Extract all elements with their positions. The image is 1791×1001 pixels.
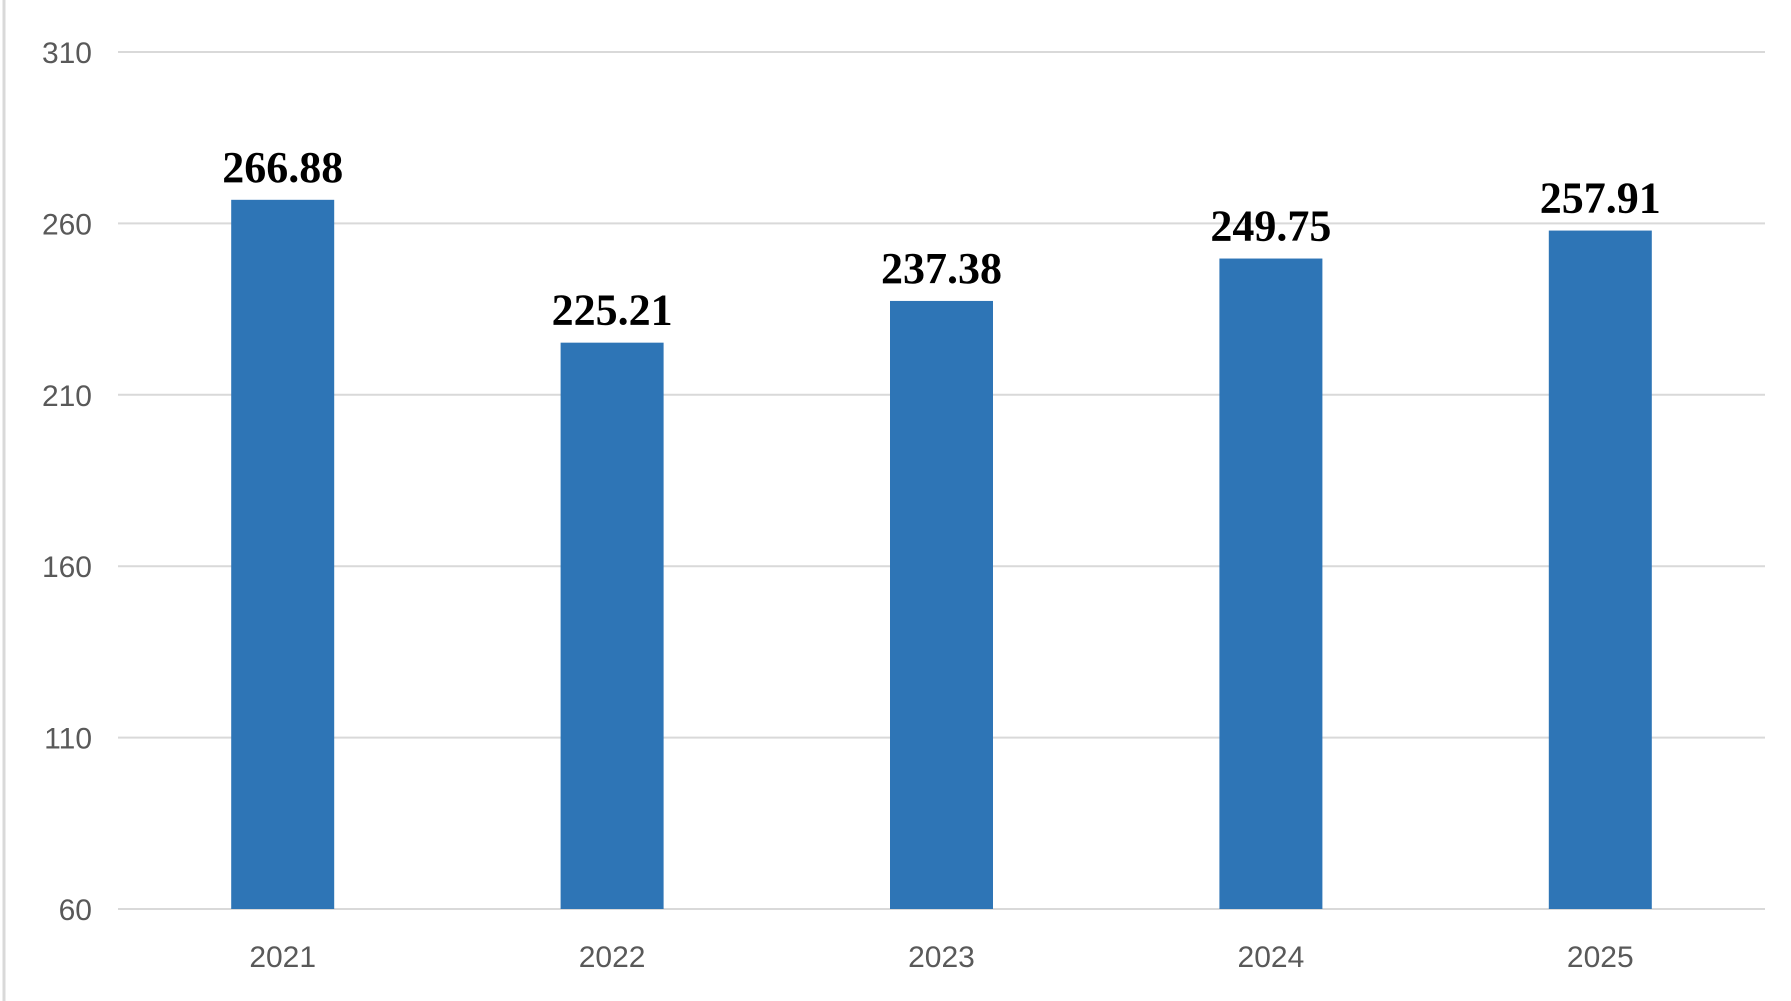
data-label-2021: 266.88 xyxy=(222,143,343,192)
y-tick-label: 210 xyxy=(42,380,92,413)
y-tick-label: 310 xyxy=(42,37,92,70)
y-tick-label: 110 xyxy=(44,723,92,756)
bar-2024 xyxy=(1219,258,1323,909)
bar-2022 xyxy=(560,342,664,909)
y-axis-ticks: 60 110 160 210 260 310 xyxy=(42,37,92,927)
bar-2025 xyxy=(1548,230,1652,909)
y-tick-label: 60 xyxy=(59,894,92,927)
data-label-2023: 237.38 xyxy=(881,244,1002,293)
x-tick-label: 2025 xyxy=(1567,941,1634,974)
y-tick-label: 160 xyxy=(42,551,92,584)
data-labels: 266.88 225.21 237.38 249.75 257.91 xyxy=(222,143,1661,335)
bars xyxy=(231,199,1652,909)
bar-2023 xyxy=(890,300,993,909)
bar-2021 xyxy=(231,199,335,909)
x-axis-ticks: 2021 2022 2023 2024 2025 xyxy=(249,941,1633,974)
y-tick-label: 260 xyxy=(42,208,92,241)
data-label-2024: 249.75 xyxy=(1210,202,1331,251)
x-tick-label: 2022 xyxy=(579,941,646,974)
data-label-2022: 225.21 xyxy=(552,286,673,335)
x-tick-label: 2021 xyxy=(249,941,316,974)
x-tick-label: 2024 xyxy=(1238,941,1305,974)
x-tick-label: 2023 xyxy=(908,941,975,974)
data-label-2025: 257.91 xyxy=(1540,174,1661,223)
